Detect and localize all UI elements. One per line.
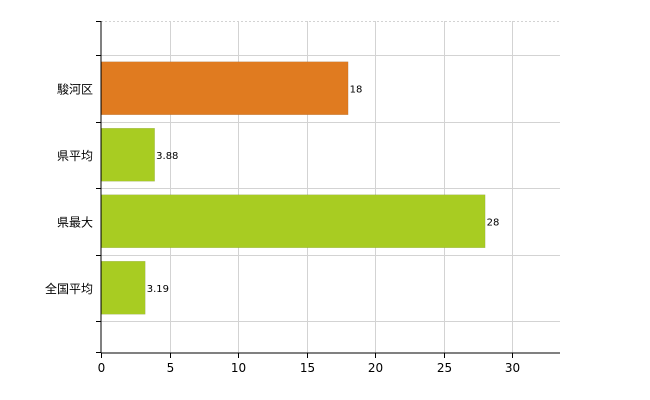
bars [101, 61, 486, 315]
bar-data-label: 3.19 [147, 284, 169, 295]
x-tick-label: 0 [98, 361, 106, 375]
bar-data-label: 18 [350, 84, 363, 95]
bar [101, 61, 349, 115]
bar [101, 128, 155, 182]
bar-data-label: 28 [487, 217, 500, 228]
category-label: 県最大 [57, 215, 93, 229]
x-tick-label: 30 [505, 361, 520, 375]
category-label: 駿河区 [57, 82, 93, 96]
category-label: 全国平均 [45, 281, 93, 296]
category-label: 県平均 [57, 149, 93, 163]
axes [100, 21, 560, 354]
labels: 0 5 10 15 20 25 30 18 駿河区 3.88 県平均 28 県最大 3.19 全国平均 [45, 21, 520, 375]
x-tick-label: 20 [368, 361, 383, 375]
x-tick-label: 5 [167, 361, 175, 375]
bar-data-label: 3.88 [156, 151, 178, 162]
x-tick-label: 15 [300, 361, 315, 375]
bar [101, 194, 486, 248]
bar [101, 261, 146, 315]
x-tick-label: 25 [437, 361, 452, 375]
x-tick-label: 10 [231, 361, 246, 375]
